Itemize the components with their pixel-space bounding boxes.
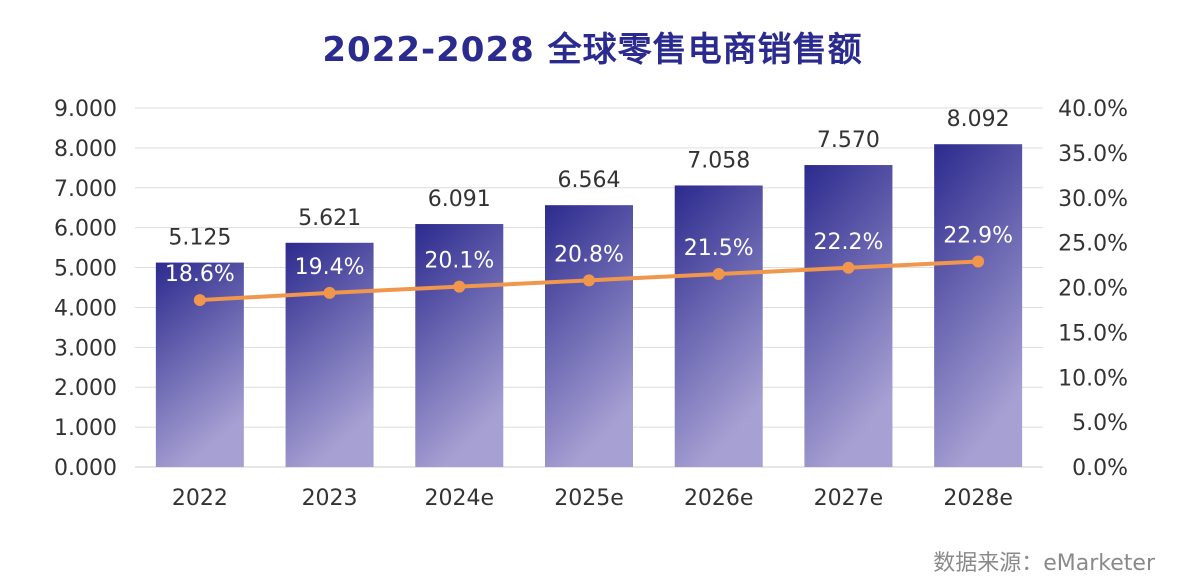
- bar-value-label: 6.564: [558, 168, 621, 193]
- left-tick-label: 8.000: [54, 137, 117, 162]
- growth-value-label: 22.2%: [813, 230, 883, 255]
- left-tick-label: 0.000: [54, 456, 117, 481]
- growth-value-label: 18.6%: [165, 262, 235, 287]
- bar: [674, 185, 763, 467]
- right-tick-label: 15.0%: [1058, 321, 1128, 346]
- x-tick-label: 2025e: [554, 486, 624, 511]
- left-axis: 0.000 1.000 2.000 3.000 4.000 5.000 6.000 7.000…: [54, 97, 117, 481]
- growth-value-label: 21.5%: [684, 236, 754, 261]
- right-tick-label: 35.0%: [1058, 142, 1128, 167]
- growth-point: [453, 280, 466, 293]
- left-tick-label: 9.000: [54, 97, 117, 122]
- chart-title: 2022-2028 全球零售电商销售额: [322, 30, 863, 70]
- x-tick-label: 2022: [172, 486, 228, 511]
- left-tick-label: 1.000: [54, 416, 117, 441]
- growth-point: [193, 294, 206, 307]
- growth-value-label: 22.9%: [943, 223, 1013, 248]
- right-axis: 0.0% 5.0% 10.0% 15.0% 20.0% 25.0% 30.0% 35.0% 40…: [1058, 97, 1128, 481]
- growth-point: [583, 274, 595, 287]
- bar-value-label: 5.125: [168, 226, 231, 251]
- growth-point: [972, 255, 985, 268]
- x-tick-label: 2026e: [684, 486, 754, 511]
- left-tick-label: 5.000: [54, 257, 117, 282]
- bar: [545, 205, 633, 468]
- bar: [415, 224, 504, 467]
- bar-value-label: 7.058: [687, 148, 750, 173]
- data-labels: 5.125 5.621 6.091 6.564 7.058 7.570 8.092 18.6%…: [165, 107, 1013, 287]
- right-tick-label: 25.0%: [1058, 232, 1128, 257]
- bar-value-label: 7.570: [817, 128, 880, 153]
- bar: [934, 144, 1023, 467]
- bar: [804, 165, 893, 467]
- x-axis: 2022 2023 2024e 2025e 2026e 2027e 2028e: [172, 486, 1013, 511]
- right-tick-label: 20.0%: [1058, 277, 1128, 302]
- bar-value-label: 8.092: [947, 107, 1010, 132]
- right-tick-label: 5.0%: [1072, 411, 1128, 436]
- left-tick-label: 7.000: [54, 177, 117, 202]
- growth-point: [842, 261, 855, 274]
- growth-line: [193, 255, 985, 307]
- bar: [155, 262, 244, 467]
- bars: [155, 144, 1023, 468]
- bar-value-label: 6.091: [428, 187, 491, 212]
- growth-value-label: 20.1%: [424, 249, 494, 274]
- growth-value-label: 20.8%: [554, 242, 624, 267]
- growth-value-label: 19.4%: [295, 255, 365, 280]
- x-tick-label: 2028e: [943, 486, 1013, 511]
- left-tick-label: 3.000: [54, 336, 117, 361]
- source-note: 数据来源：eMarketer: [933, 551, 1155, 576]
- bar: [285, 242, 374, 467]
- x-tick-label: 2024e: [425, 486, 495, 511]
- x-tick-label: 2023: [302, 486, 358, 511]
- right-tick-label: 0.0%: [1072, 456, 1128, 481]
- growth-point: [323, 286, 336, 299]
- left-tick-label: 2.000: [54, 376, 117, 401]
- right-tick-label: 40.0%: [1058, 97, 1128, 122]
- x-tick-label: 2027e: [814, 486, 884, 511]
- bar-value-label: 5.621: [298, 206, 361, 231]
- right-tick-label: 30.0%: [1058, 187, 1128, 212]
- growth-point: [712, 268, 725, 281]
- left-tick-label: 6.000: [54, 217, 117, 242]
- right-tick-label: 10.0%: [1058, 366, 1128, 391]
- left-tick-label: 4.000: [54, 296, 117, 321]
